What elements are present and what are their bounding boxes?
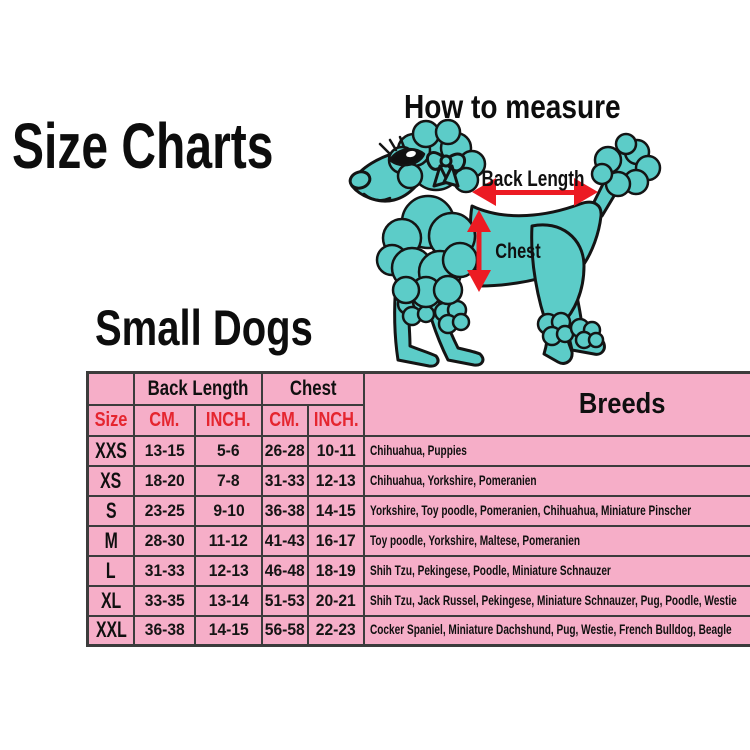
cell-size: XXL [86,614,136,647]
cell-chest-inch: 16-17 [306,524,366,557]
table-row-s: S 23-25 9-10 36-38 14-15 Yorkshire, Toy … [86,494,750,527]
cell-breeds: Chihuahua, Puppies [363,434,750,467]
cell-back-cm: 23-25 [133,494,197,527]
cell-chest-cm: 31-33 [261,464,309,497]
cell-back-inch: 12-13 [194,554,264,587]
table-row-xxl: XXL 36-38 14-15 56-58 22-23 Cocker Spani… [86,614,750,647]
cell-chest-cm: 26-28 [261,434,309,467]
back-length-arrow [472,178,598,206]
cell-back-cm: 28-30 [133,524,197,557]
cell-chest-cm: 46-48 [261,554,309,587]
cell-back-cm: 13-15 [133,434,197,467]
section-title-small-dogs: Small Dogs [95,300,313,356]
back-length-label: Back Length [482,167,585,192]
cell-back-inch: 5-6 [194,434,264,467]
poodle-illustration [348,118,662,368]
cell-back-cm: 31-33 [133,554,197,587]
cell-size: S [86,494,136,527]
col-header-chest-inch: INCH. [306,403,366,437]
chest-arrow [467,210,491,292]
cell-chest-cm: 56-58 [261,614,309,647]
col-header-chest-cm: CM. [261,403,309,437]
table-row-xs: XS 18-20 7-8 31-33 12-13 Chihuahua, York… [86,464,750,497]
table-row-xxs: XXS 13-15 5-6 26-28 10-11 Chihuahua, Pup… [86,434,750,467]
table-header-row-units: Size CM. INCH. CM. INCH. [86,403,750,437]
cell-breeds: Shih Tzu, Pekingese, Poodle, Miniature S… [363,554,750,587]
table-header-row-groups: Back Length Chest Breeds [86,371,750,437]
cell-breeds: Yorkshire, Toy poodle, Pomeranien, Chihu… [363,494,750,527]
bow [425,151,467,188]
cell-size: XL [86,584,136,617]
col-header-size: Size [86,403,136,437]
cell-breeds: Chihuahua, Yorkshire, Pomeranien [363,464,750,497]
cell-chest-inch: 10-11 [306,434,366,467]
table-row-m: M 28-30 11-12 41-43 16-17 Toy poodle, Yo… [86,524,750,557]
cell-chest-inch: 20-21 [306,584,366,617]
cell-breeds: Shih Tzu, Jack Russel, Pekingese, Miniat… [363,584,750,617]
cell-size: L [86,554,136,587]
cell-breeds: Toy poodle, Yorkshire, Maltese, Pomerani… [363,524,750,557]
cell-size: XXS [86,434,136,467]
col-header-breeds: Breeds [363,371,750,437]
cell-back-inch: 7-8 [194,464,264,497]
cell-back-cm: 36-38 [133,614,197,647]
cell-back-inch: 13-14 [194,584,264,617]
col-header-chest: Chest [261,371,365,406]
dog-measure-diagram: Back Length Chest [348,118,662,368]
tail-pom [590,132,662,198]
chest-ruff [375,194,479,309]
cell-chest-cm: 36-38 [261,494,309,527]
cell-back-cm: 33-35 [133,584,197,617]
cell-size: M [86,524,136,557]
cell-back-inch: 14-15 [194,614,264,647]
chest-label: Chest [495,239,541,262]
table-row-xl: XL 33-35 13-14 51-53 20-21 Shih Tzu, Jac… [86,584,750,617]
cell-chest-inch: 18-19 [306,554,366,587]
cell-breeds: Cocker Spaniel, Miniature Dachshund, Pug… [363,614,750,647]
col-header-back-inch: INCH. [194,403,264,437]
cell-chest-inch: 22-23 [306,614,366,647]
cell-chest-inch: 12-13 [306,464,366,497]
size-table: Back Length Chest Breeds Size CM. INCH. [86,371,750,647]
col-header-back-length: Back Length [133,371,264,406]
cell-back-inch: 9-10 [194,494,264,527]
cell-back-inch: 11-12 [194,524,264,557]
cell-chest-cm: 41-43 [261,524,309,557]
cell-size: XS [86,464,136,497]
cell-chest-cm: 51-53 [261,584,309,617]
cell-chest-inch: 14-15 [306,494,366,527]
cell-back-cm: 18-20 [133,464,197,497]
page-title: Size Charts [12,110,274,182]
col-header-back-cm: CM. [133,403,197,437]
eye [378,135,426,167]
header-empty-cell [86,371,136,406]
table-row-l: L 31-33 12-13 46-48 18-19 Shih Tzu, Peki… [86,554,750,587]
how-to-measure-title: How to measure [404,88,621,125]
